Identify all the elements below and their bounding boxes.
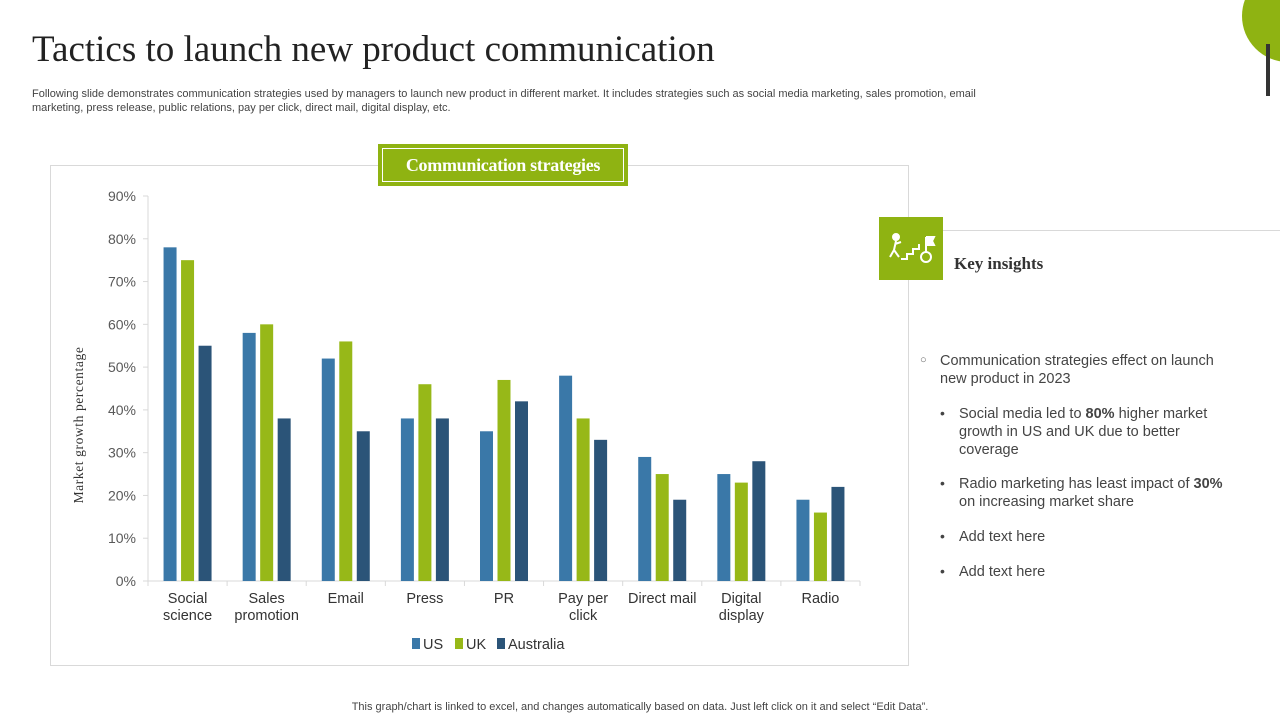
y-tick-label: 80% — [108, 231, 136, 247]
bar-us — [400, 418, 414, 581]
y-tick-label: 90% — [108, 188, 136, 204]
insights-heading: Communication strategies effect on launc… — [940, 353, 1214, 387]
bullet-icon: • — [940, 563, 945, 579]
bar-australia — [831, 486, 845, 581]
legend-label: Australia — [508, 637, 565, 653]
x-tick-label: Social — [168, 591, 208, 607]
bar-uk — [339, 341, 353, 581]
y-tick-label: 40% — [108, 402, 136, 418]
insight-item: Social media led to 80% higher market gr… — [959, 406, 1208, 458]
x-tick-label: Press — [406, 591, 443, 607]
bullet-icon: • — [940, 475, 945, 491]
bar-us — [717, 474, 731, 581]
page-title: Tactics to launch new product communicat… — [32, 29, 715, 70]
bar-uk — [418, 384, 432, 581]
bar-us — [796, 499, 810, 581]
bar-us — [321, 358, 335, 581]
legend-swatch-uk — [455, 638, 463, 649]
bar-uk — [497, 379, 511, 581]
insights-title: Key insights — [954, 254, 1044, 273]
bullet-icon: • — [940, 528, 945, 544]
y-tick-label: 0% — [116, 573, 136, 589]
x-tick-label: click — [569, 608, 598, 624]
y-axis-label: Market growth percentage — [71, 347, 86, 504]
bar-australia — [673, 499, 687, 581]
page-subtitle: Following slide demonstrates communicati… — [32, 88, 976, 114]
legend-label: UK — [466, 637, 486, 653]
bar-us — [638, 456, 652, 581]
x-tick-label: promotion — [234, 608, 298, 624]
x-tick-label: science — [163, 608, 212, 624]
bar-australia — [752, 461, 766, 581]
legend-swatch-us — [412, 638, 420, 649]
bar-uk — [260, 324, 274, 581]
bar-us — [242, 332, 256, 581]
x-tick-label: Direct mail — [628, 591, 696, 607]
bar-australia — [356, 431, 370, 581]
chart-title-badge: Communication strategies — [378, 144, 628, 186]
bar-uk — [181, 260, 195, 581]
y-tick-label: 20% — [108, 487, 136, 503]
y-tick-label: 30% — [108, 445, 136, 461]
chart-title: Communication strategies — [405, 154, 601, 175]
bar-australia — [435, 418, 449, 581]
x-tick-label: display — [719, 608, 765, 624]
bar-uk — [734, 482, 748, 581]
bar-us — [480, 431, 493, 581]
bar-us — [559, 375, 573, 581]
legend-swatch-australia — [497, 638, 505, 649]
bullet-icon: • — [940, 405, 945, 421]
insight-item: Add text here — [959, 564, 1046, 580]
insight-item: Add text here — [959, 529, 1046, 545]
bar-us — [163, 247, 177, 582]
bar-uk — [576, 418, 590, 581]
insights-divider — [943, 230, 1280, 231]
insight-item: Radio marketing has least impact of 30% … — [959, 476, 1223, 510]
bar-australia — [594, 439, 608, 581]
bar-uk — [813, 512, 827, 581]
bar-australia — [198, 345, 212, 581]
y-tick-label: 70% — [108, 274, 136, 290]
x-tick-label: Radio — [801, 591, 839, 607]
circle-bullet-icon: ○ — [920, 354, 927, 366]
bar-uk — [655, 474, 669, 581]
x-tick-label: Pay per — [558, 591, 608, 607]
x-tick-label: Sales — [249, 591, 285, 607]
y-tick-label: 60% — [108, 316, 136, 332]
corner-bar-decoration — [1266, 44, 1270, 96]
x-tick-label: PR — [494, 591, 514, 607]
bar-australia — [277, 418, 291, 581]
legend-label: US — [423, 637, 443, 653]
bar-australia — [515, 401, 528, 581]
x-tick-label: Email — [328, 591, 364, 607]
y-tick-label: 10% — [108, 530, 136, 546]
steps-goal-icon — [879, 217, 943, 280]
x-tick-label: Digital — [721, 591, 761, 607]
y-tick-label: 50% — [108, 359, 136, 375]
footer-note: This graph/chart is linked to excel, and… — [351, 701, 929, 713]
